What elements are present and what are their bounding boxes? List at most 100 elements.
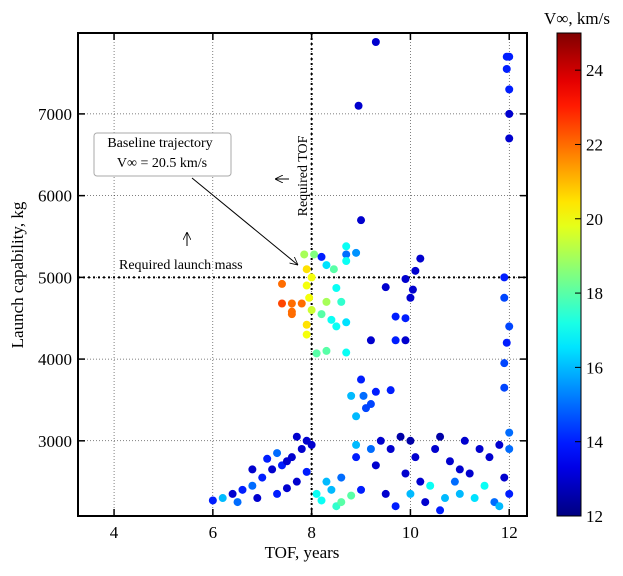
point [431,444,440,453]
colorbar-label: V∞, km/s [544,9,610,28]
point [278,279,287,288]
point [386,386,395,395]
point [366,444,375,453]
point [317,496,326,505]
point [352,453,361,462]
colorbar-tick-label: 24 [586,61,604,80]
point [273,489,282,498]
point [401,336,410,345]
point [228,489,237,498]
annotations: Baseline trajectory V∞ = 20.5 km/s Requi… [93,132,311,273]
point [371,387,380,396]
point [450,477,459,486]
grid [78,33,527,516]
point [352,440,361,449]
annotation: V∞ = 20.5 km/s [117,156,207,171]
point [480,481,489,490]
point [455,465,464,474]
point [302,467,311,476]
point [337,473,346,482]
point [366,400,375,409]
point [238,485,247,494]
point [287,299,296,308]
point [485,453,494,462]
point [233,498,242,507]
point [282,457,291,466]
point [391,312,400,321]
point [366,336,375,345]
point [359,391,368,400]
y-tick-label: 6000 [38,187,72,206]
colorbar-tick-label: 16 [586,358,603,377]
point [297,299,306,308]
point [347,391,356,400]
annotation: Required TOF [296,135,311,216]
point [357,216,366,225]
point [305,293,314,302]
point [495,440,504,449]
point [505,134,514,143]
point [408,285,417,294]
point [268,465,277,474]
point [327,315,336,324]
point [411,266,420,275]
point [441,494,450,503]
point [500,273,509,282]
point [329,265,338,274]
x-tick-label: 8 [307,523,316,542]
y-tick-label: 5000 [38,268,72,287]
point [302,265,311,274]
point [317,310,326,319]
colorbar-tick-label: 12 [586,507,603,526]
point [502,338,511,347]
point [505,109,514,118]
point [500,293,509,302]
point [401,274,410,283]
point [322,297,331,306]
point [282,484,291,493]
point [317,252,326,261]
point [292,477,301,486]
points [208,37,514,515]
point [322,346,331,355]
point [500,473,509,482]
point [342,318,351,327]
point [248,481,257,490]
point [455,489,464,498]
colorbar-tick-label: 20 [586,210,603,229]
point [322,477,331,486]
point [342,250,351,259]
point [292,432,301,441]
point [401,314,410,323]
point [465,469,474,478]
point [426,481,435,490]
point [332,322,341,331]
point [505,489,514,498]
point [505,322,514,331]
point [342,257,351,266]
annotation: Baseline trajectory [107,136,212,151]
point [396,432,405,441]
point [322,261,331,270]
point [332,283,341,292]
point [253,494,262,503]
point [310,250,319,259]
y-tick-label: 7000 [38,105,72,124]
point [411,453,420,462]
point [502,64,511,73]
point [436,506,445,515]
point [416,254,425,263]
point [297,444,306,453]
x-tick-label: 4 [110,523,119,542]
point [371,37,380,46]
colorbar-tick-label: 22 [586,135,603,154]
point [352,248,361,257]
point [302,330,311,339]
y-tick-label: 3000 [38,432,72,451]
point [475,444,484,453]
point [500,383,509,392]
point [307,273,316,282]
point [421,498,430,507]
point [312,489,321,498]
